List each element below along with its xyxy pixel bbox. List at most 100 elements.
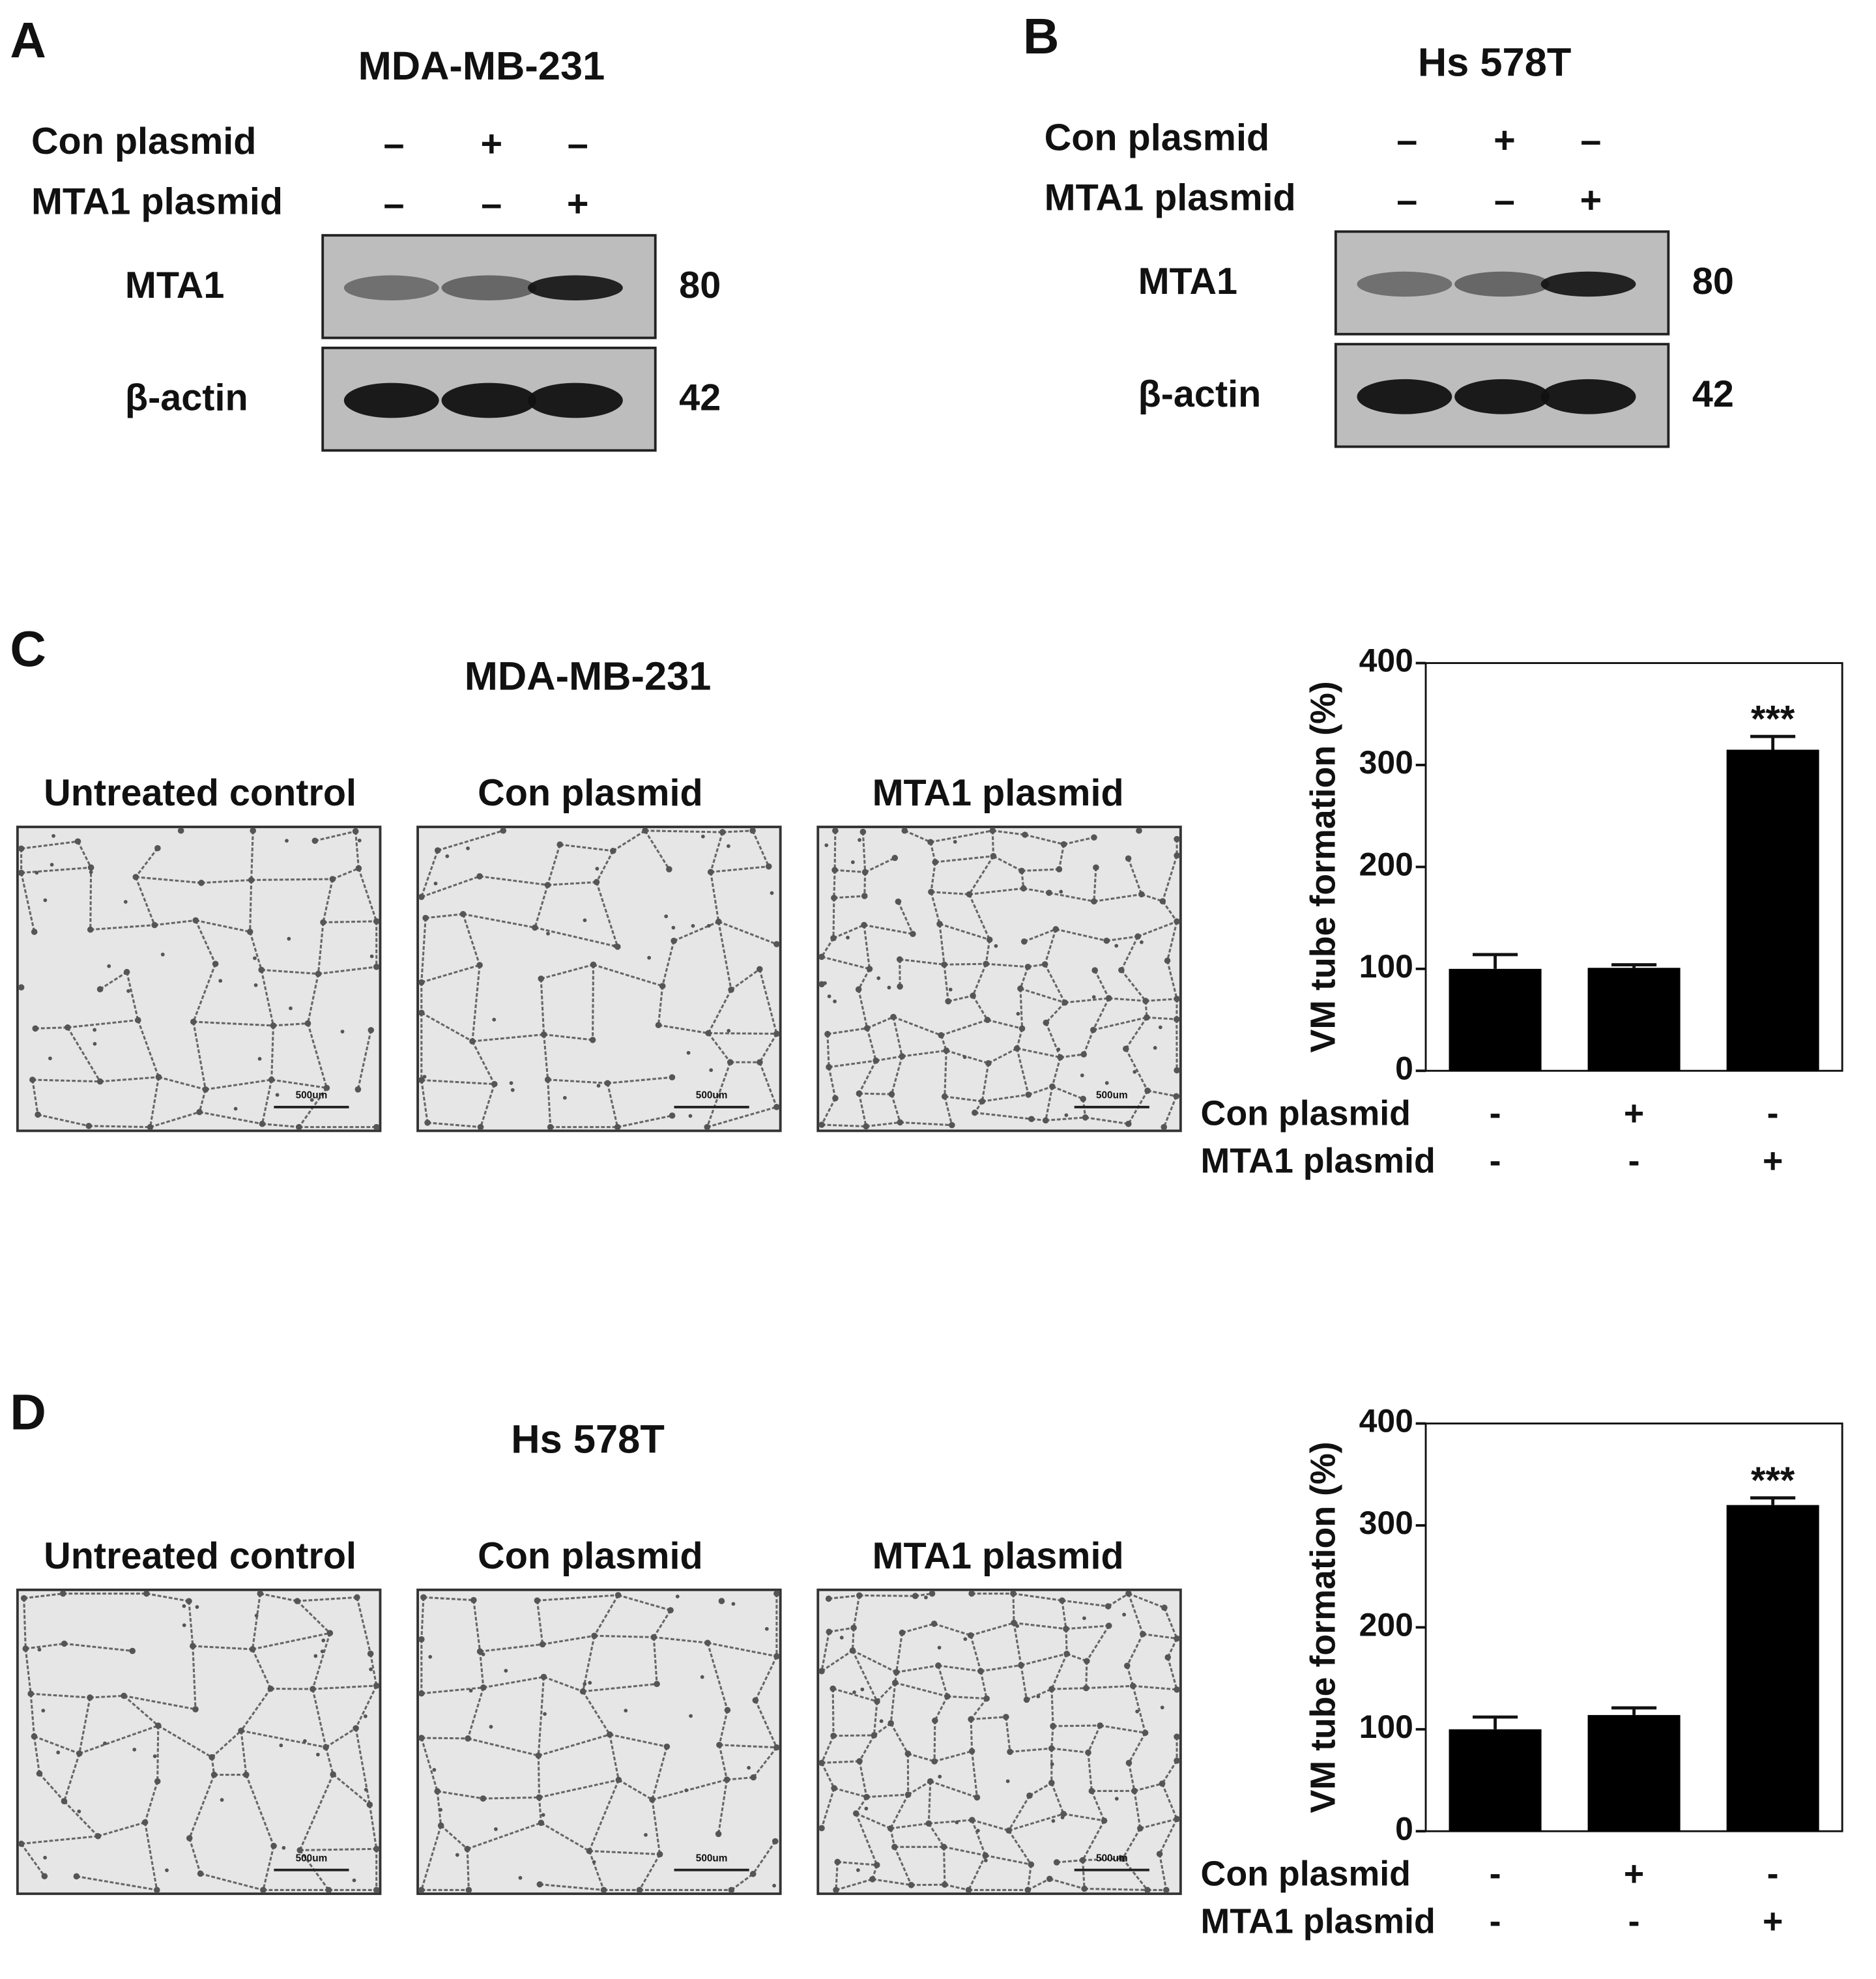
cell-network xyxy=(820,1787,835,1828)
cell-network xyxy=(1049,1877,1085,1890)
cell-network xyxy=(1020,1665,1028,1700)
cell xyxy=(1122,1612,1126,1617)
condition-sign: + xyxy=(1763,1901,1783,1941)
cell-cluster xyxy=(418,893,425,901)
cell xyxy=(1036,1694,1041,1699)
cell-network xyxy=(708,1032,777,1035)
cell xyxy=(852,1690,856,1694)
cell-network xyxy=(727,1776,754,1781)
cell-network xyxy=(893,1846,912,1886)
cell-cluster xyxy=(667,1607,674,1613)
panel-title: Hs 578T xyxy=(1418,40,1572,85)
cell xyxy=(152,1754,157,1758)
cell xyxy=(1135,1709,1139,1714)
cell-network xyxy=(306,974,319,1024)
cell-network xyxy=(1050,1726,1054,1749)
cell xyxy=(858,838,861,842)
condition-sign: - xyxy=(1767,1094,1779,1133)
cell xyxy=(1153,1046,1157,1050)
cell-network xyxy=(889,1828,896,1847)
cell xyxy=(363,1714,368,1718)
cell-network xyxy=(33,1736,41,1774)
cell-cluster xyxy=(1131,1787,1138,1795)
cell-network xyxy=(1121,1858,1149,1891)
cell-cluster xyxy=(1007,1748,1013,1755)
cell xyxy=(182,1623,186,1628)
cell-cluster xyxy=(989,827,996,834)
cell-cluster xyxy=(1084,1658,1090,1664)
cell-network xyxy=(1044,929,1057,965)
condition-sign: + xyxy=(1763,1141,1783,1180)
cell-network xyxy=(296,1600,331,1634)
cell-network xyxy=(318,966,377,975)
cell-network xyxy=(245,1774,275,1847)
cell xyxy=(592,1860,596,1864)
cell-cluster xyxy=(990,853,997,859)
cell-cluster xyxy=(18,869,25,876)
condition-sign: + xyxy=(1580,179,1602,221)
cell-network xyxy=(930,1780,977,1798)
cell-network xyxy=(192,963,217,1022)
cell xyxy=(364,1787,368,1792)
cell-cluster xyxy=(669,1112,676,1119)
cell-network xyxy=(540,1883,604,1891)
cell-network xyxy=(1026,1864,1032,1890)
cell xyxy=(281,1845,286,1850)
cell xyxy=(432,1768,437,1772)
cell xyxy=(983,1858,988,1862)
cell-cluster xyxy=(1061,999,1068,1006)
cell-cluster xyxy=(1083,1684,1090,1692)
cell-network xyxy=(969,887,1024,895)
cell-network xyxy=(706,1106,777,1129)
cell-network xyxy=(31,1079,39,1115)
cell-network xyxy=(479,1651,485,1688)
cell-network xyxy=(1141,893,1163,903)
cell-cluster xyxy=(1174,996,1180,1002)
cell-cluster xyxy=(832,827,839,834)
cell-network xyxy=(123,1694,196,1711)
cell-network xyxy=(1020,1653,1067,1666)
cell-cluster xyxy=(243,1771,250,1778)
micrograph xyxy=(16,1588,382,1896)
cell-network xyxy=(77,841,93,869)
band-size: 42 xyxy=(1692,373,1734,415)
cell-cluster xyxy=(728,1886,735,1894)
cell xyxy=(675,1595,680,1598)
cell-cluster xyxy=(1059,1597,1065,1604)
cell-network xyxy=(1085,1661,1088,1688)
cell-cluster xyxy=(1173,1016,1180,1023)
cell-network xyxy=(1065,1628,1068,1654)
cell-network xyxy=(718,1709,729,1746)
cell-cluster xyxy=(186,1598,192,1604)
cell-network xyxy=(944,1096,953,1126)
cell-network xyxy=(325,1727,356,1748)
cell-network xyxy=(1133,1684,1177,1691)
y-tick-label: 0 xyxy=(1395,1050,1413,1086)
cell xyxy=(684,1788,689,1793)
cell-network xyxy=(262,1123,299,1129)
cell-cluster xyxy=(852,1810,859,1817)
cell-cluster xyxy=(330,1771,336,1778)
cell-cluster xyxy=(659,983,666,989)
cell-network xyxy=(1005,1716,1011,1752)
cell xyxy=(846,936,850,940)
cell-cluster xyxy=(540,1673,547,1681)
cell-cluster xyxy=(1024,963,1032,970)
cell xyxy=(686,1050,691,1055)
cell xyxy=(218,979,223,983)
cell-network xyxy=(467,1687,485,1739)
cell xyxy=(48,1056,52,1061)
cell-cluster xyxy=(141,1819,149,1826)
cell-network xyxy=(751,830,770,867)
cell-network xyxy=(427,1121,481,1129)
cell-cluster xyxy=(129,1647,136,1654)
cell-cluster xyxy=(41,1873,48,1880)
cell-network xyxy=(651,1799,661,1855)
blot-band xyxy=(527,383,623,418)
cell-network xyxy=(150,1111,200,1129)
condition-sign: – xyxy=(1396,179,1417,221)
cell-cluster xyxy=(1101,1817,1108,1824)
cell-cluster xyxy=(932,859,939,865)
cell-network xyxy=(904,830,931,843)
cell xyxy=(518,1875,523,1880)
